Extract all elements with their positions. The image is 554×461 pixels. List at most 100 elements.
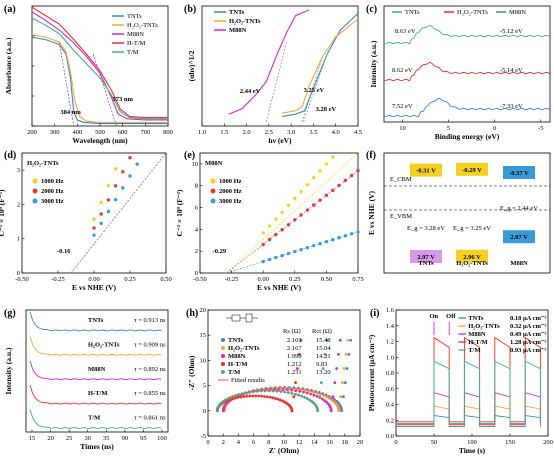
y-tick-label: 0.8 [386, 370, 394, 377]
eis-point [339, 395, 342, 399]
data-point [92, 226, 96, 230]
x-tick-label: 4.5 [354, 129, 362, 136]
x-tick-label: -0.50 [193, 276, 207, 283]
eis-point [337, 409, 341, 413]
x-tick-label: 1.0 [198, 129, 206, 136]
data-point [99, 212, 103, 216]
y-tick-label: 2 [195, 248, 198, 255]
absorbance-line-H-T/M [31, 6, 168, 119]
y-tick-label: 0 [203, 408, 206, 415]
lifetime-label: τ = 0.855 ns [134, 390, 166, 397]
x-axis-label: Time (s) [459, 446, 486, 455]
x-tick-label: 90 [122, 435, 129, 442]
eis-point [349, 338, 353, 342]
annotation: -0.29 [213, 248, 227, 255]
legend-entry: T/M [468, 347, 480, 354]
data-point [99, 200, 103, 205]
x-tick-label: 700 [140, 129, 150, 136]
x-tick-label: 16 [326, 439, 333, 446]
data-point [274, 232, 278, 237]
x-axis-label: Times (ns) [80, 442, 114, 451]
data-point [318, 169, 322, 173]
y-tick-label: 4 [195, 226, 199, 233]
y-tick-label: 0 [195, 270, 198, 277]
data-point [99, 221, 103, 226]
fit-line [217, 390, 318, 411]
x-tick-label: 800 [163, 129, 173, 136]
data-point [293, 218, 297, 222]
table-rs: 2.101 [287, 337, 302, 344]
annotation: 7.52 eV [392, 103, 413, 110]
legend-entry: M88N [127, 31, 144, 38]
y-tick-label: 1.2 [386, 339, 394, 346]
tangent-line [92, 53, 117, 127]
legend-value: 0.18 μA cm⁻² [510, 315, 546, 322]
x-tick-label: 0.50 [160, 276, 171, 283]
annotation: -5.14 eV [500, 67, 523, 74]
tangent-line [58, 41, 75, 127]
legend-entry: M88N [468, 331, 486, 338]
data-point [274, 217, 278, 221]
legend-marker [221, 370, 225, 374]
band-gap-label: E_g = 3.28 eV [407, 225, 445, 232]
panel-b-frame [201, 5, 359, 127]
x-tick-label: 30 [84, 435, 91, 442]
legend-marker [32, 188, 38, 194]
photocurrent-line-T/M [396, 360, 541, 424]
data-point [331, 188, 335, 193]
eis-point [292, 395, 296, 399]
table-name: T/M [228, 369, 240, 376]
series-label: TNTs [88, 317, 104, 324]
x-tick-label: 0.25 [124, 276, 135, 283]
eis-point [329, 409, 333, 413]
data-point [299, 189, 303, 194]
series-label: H₂O₂-TNTs [88, 341, 120, 348]
eis-point [294, 381, 297, 384]
panel-label: (c) [366, 4, 377, 15]
y-tick-label: 0.0 [386, 433, 394, 440]
data-point [356, 168, 360, 173]
data-point [305, 245, 310, 250]
x-tick-label: 300 [50, 129, 60, 136]
legend-entry: H₂O₂-TNTs [457, 9, 488, 16]
x-tick-label: 15 [29, 435, 36, 442]
x-tick-label: 0.75 [352, 276, 363, 283]
x-tick-label: 18 [342, 439, 349, 446]
annotation: 8.63 eV [395, 28, 416, 35]
y-tick-label: 0.6 [386, 386, 395, 393]
table-header: Rs (Ω) [283, 328, 301, 335]
data-point [261, 259, 265, 264]
legend-marker [221, 346, 225, 350]
x-tick-label: -0.25 [225, 276, 239, 283]
eis-point [318, 395, 321, 399]
fit-line [70, 152, 167, 274]
fit-line [226, 152, 359, 274]
panel-label: (b) [184, 4, 196, 15]
x-tick-label: 2 [222, 439, 225, 446]
eis-point [343, 381, 347, 384]
x-tick-label: 50 [431, 439, 438, 446]
x-tick-label: 4 [237, 439, 241, 446]
legend-entry: M88N [509, 9, 526, 16]
x-axis-label: Binding energy (eV) [435, 132, 500, 141]
eis-point [342, 367, 346, 370]
y-tick-label: 1.4 [386, 323, 395, 330]
table-rs: 1.231 [287, 369, 302, 376]
tangent-line [265, 41, 287, 123]
data-point [121, 170, 125, 174]
x-tick-label: 1.5 [220, 129, 228, 136]
table-rct: 15.04 [316, 345, 331, 352]
x-axis-label: E vs NHE (V) [72, 283, 116, 292]
material-label: TNTs [418, 260, 434, 267]
data-point [113, 184, 118, 188]
x-tick-label: 0.00 [88, 276, 99, 283]
table-rs: 2.167 [287, 345, 302, 352]
conduction-band-value: -0.29 V [462, 167, 482, 174]
legend-entry: T/M [127, 49, 139, 56]
tauc-line-H2O2-TNTs [282, 18, 359, 114]
decay-line-M88N [29, 360, 162, 381]
mott-schottky-frame [21, 152, 167, 274]
eis-point [347, 352, 351, 356]
data-point [349, 173, 354, 178]
table-rct: 13.20 [316, 369, 331, 376]
